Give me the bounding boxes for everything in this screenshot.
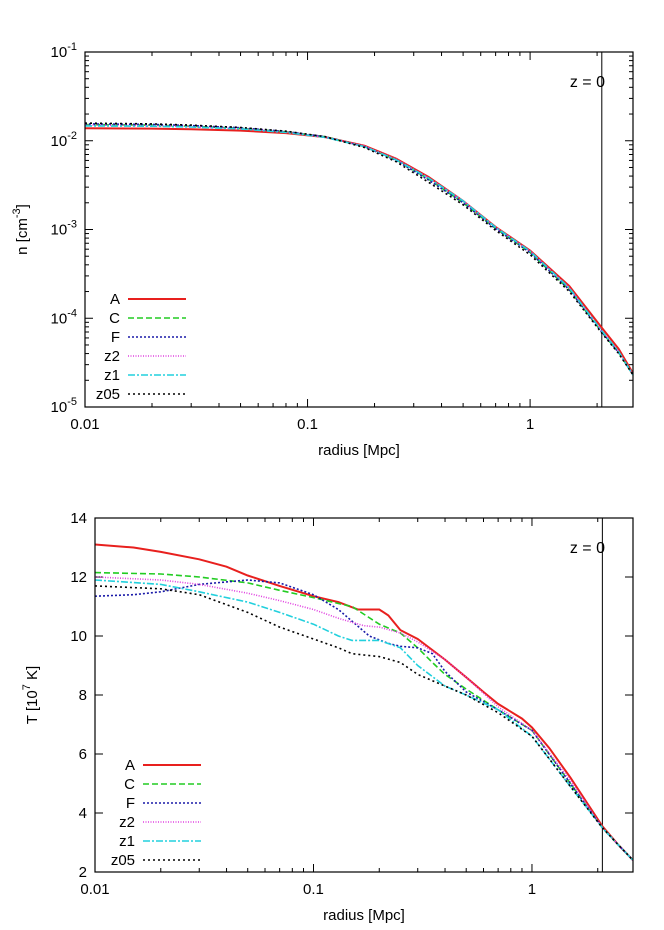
annotation-z: z = 0 [570,74,605,91]
y-tick-label: 10-5 [51,396,77,416]
y-tick-label: 10-1 [51,41,77,61]
y-axis-label: T [107 K] [21,666,41,724]
series-line-z2 [95,576,633,861]
series-group [95,543,633,861]
legend-label: F [111,329,120,346]
series-line-A [85,127,633,374]
plot-frame [94,517,634,873]
legend-label: F [126,795,135,812]
series-line-F [95,579,633,861]
series-line-C [85,123,633,376]
x-tick-label: 0.01 [70,416,99,433]
x-tick-label: 0.1 [297,416,318,433]
series-line-z05 [85,122,633,376]
x-tick-label: 0.01 [80,881,109,898]
annotation-z: z = 0 [570,540,605,557]
legend-label: z2 [119,814,135,831]
legend-label: z05 [96,386,120,403]
series-line-F [85,123,633,376]
y-tick-label: 2 [79,864,87,881]
x-minor-ticks [85,52,633,407]
series-group [85,122,633,376]
legend-label: z05 [111,852,135,869]
legend-label: z2 [104,348,120,365]
legend-label: A [125,757,135,774]
legend-label: z1 [119,833,135,850]
y-axis-label: n [cm-3] [11,204,31,255]
series-line-z1 [95,579,633,861]
series-line-C [95,571,633,861]
series-line-z05 [95,585,633,861]
y-tick-label: 14 [70,510,87,527]
y-tick-label: 8 [79,687,87,704]
x-tick-label: 1 [528,881,536,898]
y-tick-label: 10-3 [51,219,77,239]
y-tick-label: 10-4 [51,307,77,327]
x-tick-label: 1 [526,416,534,433]
y-tick-label: 4 [79,805,87,822]
series-line-A [95,543,633,861]
y-tick-label: 10 [70,628,87,645]
x-axis-label: radius [Mpc] [318,442,400,459]
plot-frame [84,51,634,408]
y-tick-label: 12 [70,569,87,586]
legend-label: z1 [104,367,120,384]
x-minor-ticks [160,518,599,872]
series-line-z1 [85,125,633,376]
legend-label: C [109,310,120,327]
y-tick-label: 10-2 [51,130,77,150]
x-tick-label: 0.1 [303,881,324,898]
legend-label: C [124,776,135,793]
y-tick-label: 6 [79,746,87,763]
x-axis-label: radius [Mpc] [323,907,405,924]
legend-label: A [110,291,120,308]
series-line-z2 [85,124,633,376]
